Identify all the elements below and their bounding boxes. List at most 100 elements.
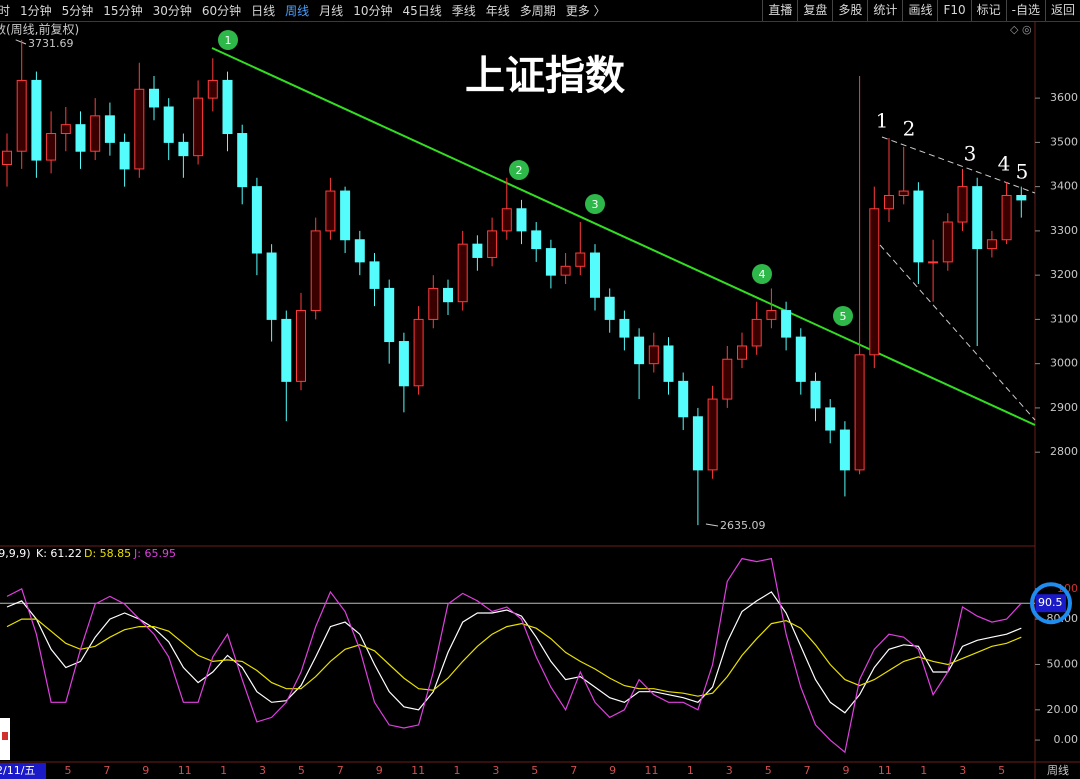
tool-button[interactable]: 画线 xyxy=(902,0,937,21)
candle-body xyxy=(928,261,939,264)
candle-body xyxy=(737,345,747,360)
candle-body xyxy=(119,141,130,170)
period-tab[interactable]: 60分钟 xyxy=(201,4,242,18)
candle-body xyxy=(75,124,86,152)
candle-body xyxy=(825,407,836,431)
period-tab[interactable]: 更多 〉 xyxy=(565,4,606,18)
candle-body xyxy=(516,208,527,232)
tool-button[interactable]: F10 xyxy=(937,0,970,21)
x-tick-label: 7 xyxy=(103,764,110,777)
candle-body xyxy=(560,265,571,276)
candle-body xyxy=(340,190,351,241)
candle-body xyxy=(354,239,365,263)
y-tick-label: 3300 xyxy=(1050,224,1078,237)
period-tab[interactable]: 时 xyxy=(0,4,11,18)
wave-lower-line xyxy=(879,244,1036,421)
candle-body xyxy=(604,296,615,320)
candle-body xyxy=(663,345,674,382)
period-tab[interactable]: 月线 xyxy=(319,4,344,18)
x-tick-label: 7 xyxy=(570,764,577,777)
y-tick-label: 3600 xyxy=(1050,91,1078,104)
candle-body xyxy=(839,429,850,471)
candle-body xyxy=(854,354,865,471)
wave-label: 4 xyxy=(998,152,1011,176)
x-tick-label: 1 xyxy=(687,764,694,777)
tool-button[interactable]: 直播 xyxy=(762,0,797,21)
y-tick-label: 3000 xyxy=(1050,357,1078,370)
y-tick-label: 3100 xyxy=(1050,312,1078,325)
tool-button[interactable]: 返回 xyxy=(1044,0,1080,21)
period-tab[interactable]: 1分钟 xyxy=(20,4,52,18)
candle-body xyxy=(443,287,453,303)
y-tick-label: 20.00 xyxy=(1047,703,1079,716)
trend-marker-label: 3 xyxy=(592,198,599,211)
reference-box xyxy=(1036,594,1066,613)
period-tab[interactable]: 日线 xyxy=(251,4,276,18)
candle-body xyxy=(986,239,997,250)
y-tick-label: 2900 xyxy=(1050,401,1078,414)
x-tick-label: 7 xyxy=(337,764,344,777)
x-tick-label: 7 xyxy=(804,764,811,777)
period-tab[interactable]: 多周期 xyxy=(519,4,556,18)
x-tick-label: 3 xyxy=(959,764,966,777)
candle-body xyxy=(193,97,204,157)
tool-button[interactable]: 统计 xyxy=(867,0,902,21)
x-tick-label: 5 xyxy=(531,764,538,777)
trend-marker xyxy=(752,264,772,284)
chart-subtitle: 数(周线,前复权) xyxy=(0,22,79,37)
tool-button[interactable]: 复盘 xyxy=(797,0,832,21)
highlight-ring xyxy=(1030,582,1072,625)
chart-icons[interactable]: ◇ ◎ xyxy=(1010,23,1032,36)
candle-body xyxy=(31,79,42,161)
x-tick-label: 9 xyxy=(843,764,850,777)
max-pointer xyxy=(15,39,27,45)
tool-button[interactable]: 标记 xyxy=(970,0,1006,21)
candle-body xyxy=(222,79,233,135)
period-tab[interactable]: 30分钟 xyxy=(152,4,192,18)
period-tabs: 时 1分钟 5分钟 15分钟 30分钟 60分钟 日线 周线 月线 10分钟 45日线 季线 年线 多周期… xyxy=(0,0,616,21)
trend-marker-label: 4 xyxy=(759,268,766,281)
trend-marker-label: 1 xyxy=(225,34,232,47)
x-tick-label: 11 xyxy=(645,764,659,777)
period-tab[interactable]: 45日线 xyxy=(402,4,442,18)
candle-body xyxy=(398,341,409,387)
x-tick-label: 5 xyxy=(298,764,305,777)
period-tab[interactable]: 15分钟 xyxy=(103,4,143,18)
period-tab[interactable]: 季线 xyxy=(451,4,476,18)
trend-line xyxy=(211,47,1036,426)
time-cursor-box xyxy=(0,763,46,779)
kdj-legend: K: 61.22 xyxy=(36,547,82,560)
tool-buttons: 直播 复盘 多股 统计 画线 F10 标记 -自选 返回 xyxy=(762,0,1080,21)
kdj-legend: J: 65.95 xyxy=(133,547,176,560)
candle-body xyxy=(266,252,277,320)
period-tab[interactable]: 10分钟 xyxy=(353,4,393,18)
candle-body xyxy=(90,115,101,152)
tool-button[interactable]: 多股 xyxy=(832,0,867,21)
min-pointer xyxy=(705,523,719,527)
trend-marker xyxy=(218,30,238,50)
period-tab[interactable]: 5分钟 xyxy=(61,4,94,18)
candle-body xyxy=(590,252,600,298)
candle-body xyxy=(722,358,733,400)
x-tick-label: 11 xyxy=(878,764,892,777)
x-tick-label: 1 xyxy=(920,764,927,777)
period-tab[interactable]: 周线 xyxy=(285,4,310,18)
candle-body xyxy=(457,243,468,303)
candle-body xyxy=(869,208,880,356)
candle-body xyxy=(692,416,703,471)
max-label: 3731.69 xyxy=(28,37,74,50)
x-tick-label: 3 xyxy=(492,764,499,777)
period-tab[interactable]: 年线 xyxy=(485,4,510,18)
y-tick-label: 50.00 xyxy=(1047,657,1079,670)
candle-body xyxy=(16,79,27,152)
candle-body xyxy=(472,243,483,258)
x-tick-label: 5 xyxy=(65,764,72,777)
candle-body xyxy=(281,318,292,382)
candle-body xyxy=(428,287,439,320)
tool-button[interactable]: -自选 xyxy=(1005,0,1045,21)
kdj-line xyxy=(6,618,1022,697)
wave-upper-line xyxy=(881,136,1036,194)
candle-body xyxy=(913,190,924,263)
